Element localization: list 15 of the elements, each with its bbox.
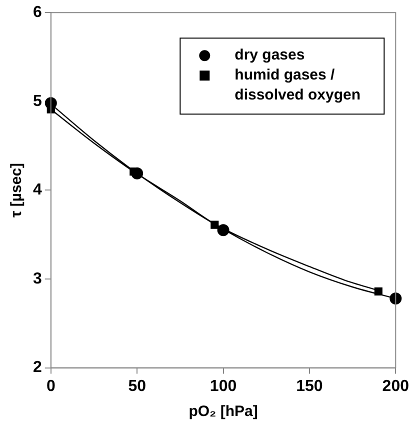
point bbox=[374, 287, 382, 296]
legend-label: dry gases bbox=[234, 46, 305, 64]
y-tick-label: 6 bbox=[32, 4, 42, 22]
y-axis-title: τ [µsec] bbox=[8, 162, 26, 218]
x-tick-label: 200 bbox=[382, 378, 410, 395]
y-tick-label: 3 bbox=[32, 270, 42, 288]
y-tick-label: 5 bbox=[32, 92, 42, 110]
x-tick-label: 100 bbox=[210, 378, 237, 395]
x-tick-label: 150 bbox=[296, 378, 323, 395]
x-tick-label: 50 bbox=[128, 378, 146, 395]
legend-label: humid gases / dissolved oxygen bbox=[234, 66, 361, 104]
y-tick-label: 4 bbox=[32, 182, 42, 199]
x-tick-label: 0 bbox=[46, 378, 56, 395]
x-axis-title: pO₂ [hPa] bbox=[188, 403, 258, 420]
y-tick-label: 2 bbox=[32, 359, 42, 376]
